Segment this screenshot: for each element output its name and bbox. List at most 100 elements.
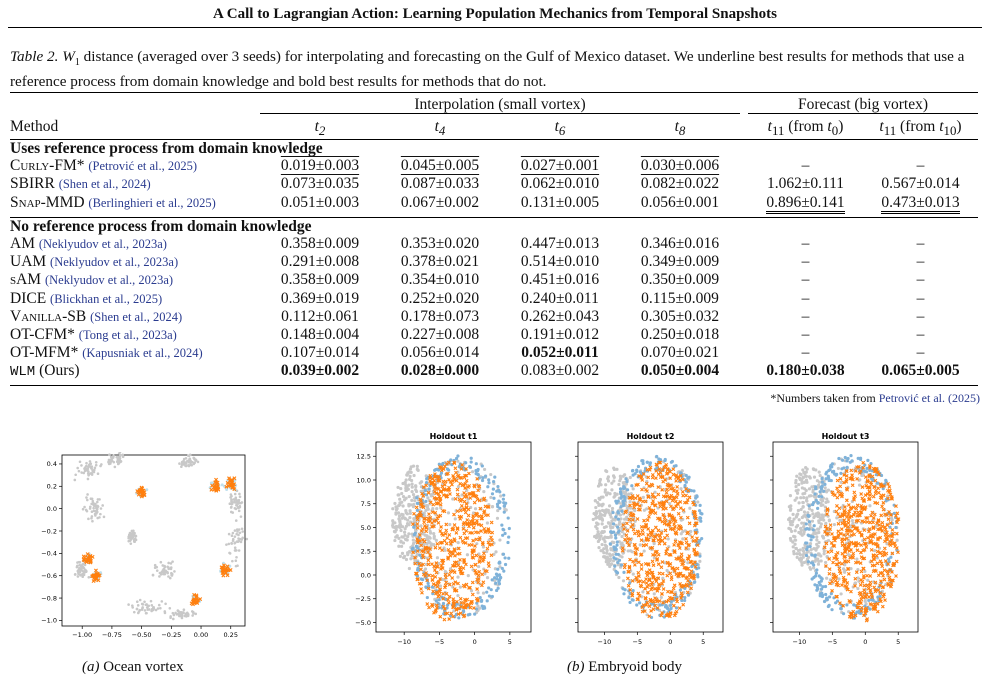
orange-cross xyxy=(424,525,429,529)
gray-point xyxy=(96,472,100,476)
gray-point xyxy=(99,507,103,510)
orange-cross xyxy=(463,473,467,478)
orange-cross xyxy=(863,541,867,546)
orange-cross xyxy=(896,550,900,555)
orange-cross xyxy=(669,575,674,579)
gray-point xyxy=(816,562,821,566)
orange-cross xyxy=(665,560,670,565)
orange-cross xyxy=(413,571,418,576)
orange-cross xyxy=(895,520,899,525)
orange-cross xyxy=(648,546,653,551)
blue-point xyxy=(621,503,626,507)
orange-cross xyxy=(671,496,676,501)
orange-cross xyxy=(420,491,424,496)
y-tick-label: 0.0 xyxy=(47,505,57,513)
orange-cross xyxy=(458,517,463,521)
blue-point xyxy=(410,547,414,551)
gray-point xyxy=(397,536,401,540)
gray-point xyxy=(792,549,796,554)
gray-point xyxy=(190,463,193,467)
footnote-citation[interactable]: Petrović et al. (2025) xyxy=(878,391,980,405)
orange-cross xyxy=(852,496,856,500)
gray-point xyxy=(606,508,610,512)
gray-point xyxy=(796,548,801,553)
method-citation: (Tong et al., 2023a) xyxy=(78,328,177,343)
gray-point xyxy=(437,561,441,566)
orange-cross xyxy=(452,587,457,591)
orange-cross xyxy=(679,596,683,600)
blue-point xyxy=(506,540,510,545)
orange-cross xyxy=(645,467,650,472)
orange-cross xyxy=(442,606,447,611)
orange-cross xyxy=(829,549,834,554)
gray-point xyxy=(645,507,649,511)
gray-point xyxy=(82,570,86,574)
orange-cross xyxy=(660,571,665,576)
orange-cross xyxy=(835,594,839,599)
gray-point xyxy=(423,533,427,537)
orange-cross xyxy=(862,583,867,588)
orange-cross xyxy=(437,579,441,584)
orange-cross xyxy=(838,571,843,576)
orange-cross xyxy=(669,504,673,509)
orange-cross xyxy=(879,561,884,566)
gray-point xyxy=(642,539,646,543)
orange-cross xyxy=(653,495,657,500)
gray-point xyxy=(815,538,819,542)
gray-point xyxy=(401,541,406,545)
orange-cross xyxy=(451,582,456,586)
orange-cross xyxy=(431,502,436,507)
orange-cross xyxy=(650,501,655,506)
orange-cross xyxy=(457,551,462,556)
blue-point xyxy=(437,462,441,466)
table-footnote: *Numbers taken from Petrović et al. (202… xyxy=(770,391,980,406)
gray-point xyxy=(155,565,159,569)
orange-cross xyxy=(82,555,87,560)
blue-point xyxy=(619,563,624,567)
gray-point xyxy=(793,529,797,533)
gray-point xyxy=(85,570,88,573)
orange-cross xyxy=(643,523,648,527)
orange-cross xyxy=(486,513,490,518)
gray-point xyxy=(817,480,822,484)
gray-point xyxy=(391,507,395,511)
orange-cross xyxy=(455,599,459,604)
gray-point xyxy=(431,507,435,511)
gray-point xyxy=(424,508,428,512)
orange-cross xyxy=(824,527,829,531)
orange-cross xyxy=(831,492,836,497)
embryoid-panel-3: Holdout t3−10 −5 0 5 xyxy=(770,432,919,646)
orange-cross xyxy=(853,576,858,581)
orange-cross xyxy=(846,567,850,572)
orange-cross xyxy=(646,495,651,499)
blue-point xyxy=(616,517,621,521)
panel-points xyxy=(786,454,901,623)
blue-point xyxy=(623,498,627,502)
gray-point xyxy=(609,515,613,519)
gray-point xyxy=(406,534,410,539)
orange-cross xyxy=(667,512,672,517)
y-tick-label: −0.8 xyxy=(41,594,57,602)
orange-cross xyxy=(423,546,428,551)
gray-point xyxy=(233,541,236,545)
orange-cross xyxy=(633,550,638,555)
gray-point xyxy=(159,560,163,564)
orange-cross xyxy=(476,580,481,585)
gray-point xyxy=(597,532,601,536)
gray-point xyxy=(415,552,419,556)
gray-point xyxy=(496,508,500,513)
orange-cross xyxy=(875,501,880,506)
orange-cross xyxy=(886,481,890,486)
gray-point xyxy=(76,575,80,578)
gray-point xyxy=(407,494,411,499)
gray-point xyxy=(667,545,671,549)
orange-cross xyxy=(861,498,866,502)
orange-cross xyxy=(472,500,477,505)
orange-cross xyxy=(675,492,680,496)
orange-cross xyxy=(836,583,841,588)
gray-point xyxy=(191,614,194,617)
cell: 0.051±0.003 xyxy=(280,193,360,211)
blue-point xyxy=(503,531,507,536)
gray-point xyxy=(813,495,817,499)
blue-point xyxy=(698,516,702,520)
